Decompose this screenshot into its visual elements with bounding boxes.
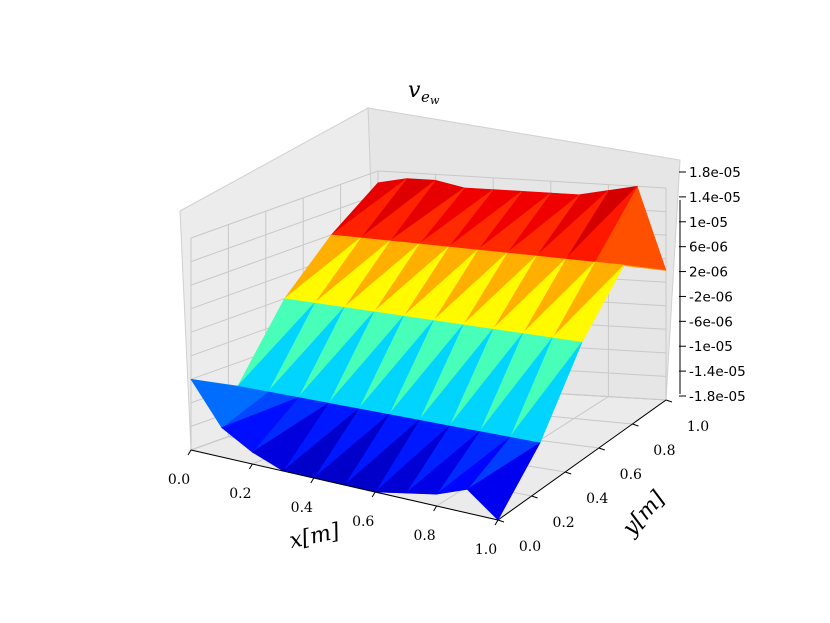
x-axis-label: x[m] — [287, 519, 342, 554]
y-tick-label: 0.4 — [586, 491, 608, 507]
z-tick-label: -2e-06 — [689, 289, 733, 305]
y-tick-label: 1.0 — [687, 419, 709, 435]
svg-text:e: e — [421, 88, 430, 106]
svg-text:v: v — [408, 78, 421, 103]
y-tick-mark — [632, 423, 639, 427]
y-axis-label: y[m] — [617, 486, 670, 541]
y-tick-mark — [598, 447, 605, 451]
y-tick-mark — [531, 495, 538, 499]
x-tick-mark — [433, 505, 438, 512]
grid-line-z — [190, 170, 667, 239]
z-tick-label: 1.4e-05 — [689, 190, 741, 206]
z-tick-label: -1.8e-05 — [689, 389, 746, 405]
z-tick-label: 6e-06 — [689, 240, 728, 256]
z-tick-label: 2e-06 — [689, 265, 728, 281]
x-tick-mark — [187, 449, 192, 456]
x-tick-label: 0.2 — [229, 486, 251, 502]
z-axis-ticks: 1.8e-05 1.4e-05 1e-05 6e-06 2e-06 -2e-06 -6e-0… — [679, 165, 746, 405]
y-tick-label: 0.2 — [552, 515, 574, 531]
y-tick-label: 0.0 — [519, 539, 541, 555]
y-axis-line — [497, 399, 667, 521]
z-tick-label: -6e-06 — [689, 314, 733, 330]
surface-mesh — [190, 178, 667, 521]
x-axis-line — [190, 449, 499, 521]
y-axis-ticks: 0.0 0.2 0.4 0.6 0.8 1.0 — [497, 399, 709, 555]
y-tick-label: 0.8 — [653, 443, 675, 459]
surface-facet — [466, 442, 541, 521]
x-tick-label: 0.4 — [291, 500, 313, 516]
surface-facet — [374, 425, 450, 494]
y-tick-mark — [565, 471, 572, 475]
x-tick-mark — [310, 477, 315, 484]
y-tick-mark — [497, 519, 505, 523]
x-tick-mark — [248, 463, 253, 470]
x-tick-mark — [494, 519, 499, 526]
surface-facet — [221, 397, 299, 453]
y-tick-mark — [665, 399, 673, 403]
surface-facet — [405, 431, 480, 495]
axis-lines — [190, 200, 681, 521]
x-tick-label: 0.8 — [413, 528, 435, 544]
surface-facet — [251, 402, 329, 472]
chart-title: v e w — [408, 78, 440, 107]
surface-facet — [435, 436, 511, 495]
x-tick-label: 1.0 — [475, 542, 497, 558]
z-tick-label: 1.8e-05 — [689, 165, 741, 181]
surface-facet — [190, 378, 269, 429]
x-axis-ticks: 0.0 0.2 0.4 0.6 0.8 1.0 — [168, 449, 499, 558]
x-tick-label: 0.6 — [352, 514, 374, 530]
z-tick-label: -1e-05 — [689, 339, 733, 355]
y-tick-label: 0.6 — [620, 467, 642, 483]
svg-text:w: w — [430, 94, 440, 107]
z-tick-label: -1.4e-05 — [689, 364, 746, 380]
x-tick-label: 0.0 — [168, 472, 190, 488]
z-tick-label: 1e-05 — [689, 215, 728, 231]
x-tick-mark — [371, 491, 376, 498]
